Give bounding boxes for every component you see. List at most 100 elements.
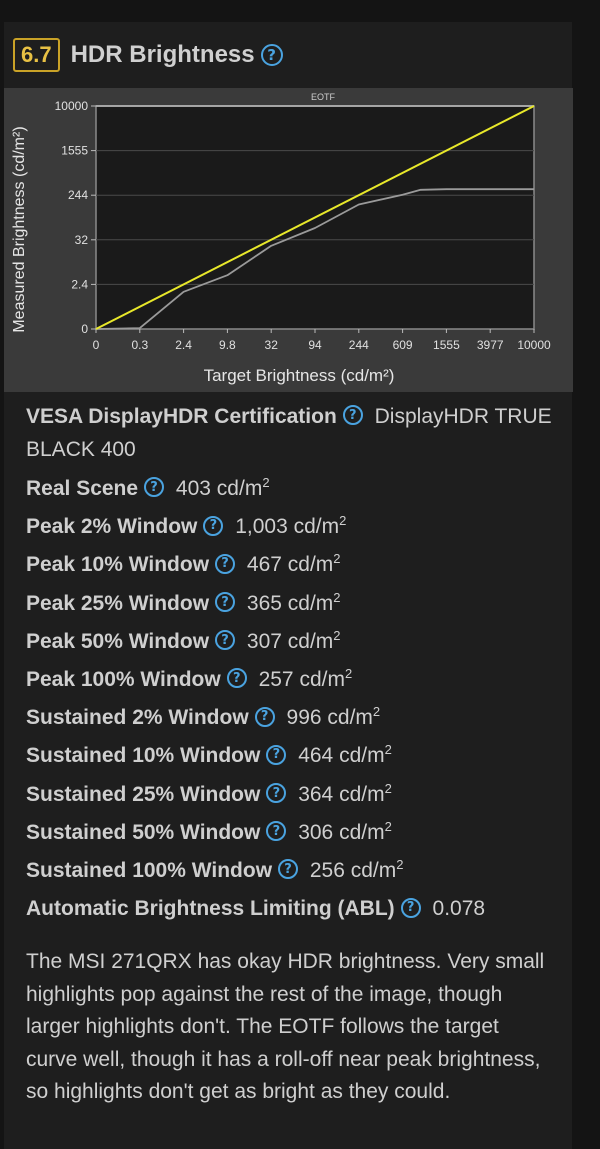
x-tick-label: 0 xyxy=(93,338,100,352)
eotf-chart-svg: 0 2.4 32 244 1555 10000 0 0.3 2.4 9.8 32 94 244 609 15… xyxy=(11,92,551,385)
y-tick-label: 0 xyxy=(81,322,88,336)
spec-label: Peak 50% Window xyxy=(26,629,210,653)
x-tick-label: 0.3 xyxy=(131,338,148,352)
unit-exponent: 2 xyxy=(344,666,353,682)
spec-label: VESA DisplayHDR Certification xyxy=(26,405,337,428)
spec-label: Sustained 25% Window xyxy=(26,782,261,806)
help-icon[interactable]: ? xyxy=(203,515,224,536)
unit: cd/m xyxy=(281,591,334,615)
spec-value: 464 cd/m2 xyxy=(298,742,392,768)
spec-value: 403 cd/m2 xyxy=(175,475,270,500)
unit: cd/m xyxy=(281,553,334,577)
unit-exponent: 2 xyxy=(396,857,404,873)
spec-value: 257 cd/m2 xyxy=(258,666,353,692)
spec-row: VESA DisplayHDR Certification? DisplayHD… xyxy=(26,400,566,466)
x-tick-label: 9.8 xyxy=(219,338,236,352)
unit: cd/m xyxy=(333,820,385,844)
y-tick-label: 10000 xyxy=(55,99,89,113)
spec-value: 0.078 xyxy=(432,897,486,921)
page-gutter xyxy=(572,0,600,1149)
unit-exponent: 2 xyxy=(339,513,347,529)
x-tick-label: 10000 xyxy=(517,338,551,352)
help-icon[interactable]: ? xyxy=(226,668,247,689)
spec-row: Sustained 2% Window? 996 cd/m2 xyxy=(26,699,566,737)
unit: cd/m xyxy=(333,744,385,768)
x-tick-label: 609 xyxy=(393,338,413,352)
unit-exponent: 2 xyxy=(372,704,381,720)
spec-row: Peak 50% Window? 307 cd/m2 xyxy=(26,623,566,661)
unit: cd/m xyxy=(287,515,340,539)
series-line-1 xyxy=(95,188,534,330)
help-icon[interactable]: ? xyxy=(278,859,299,880)
spec-row: Peak 2% Window? 1,003 cd/m2 xyxy=(26,508,566,546)
description: The MSI 271QRX has okay HDR brightness. … xyxy=(26,950,545,1103)
unit-exponent: 2 xyxy=(384,818,392,834)
spec-row: Real Scene? 403 cd/m2 xyxy=(26,470,566,508)
chart-title: EOTF xyxy=(311,92,336,102)
help-icon[interactable]: ? xyxy=(254,706,275,727)
spec-label: Peak 2% Window xyxy=(26,515,198,539)
y-tick-label: 1555 xyxy=(61,144,88,158)
x-tick-label: 32 xyxy=(265,338,279,352)
help-icon[interactable]: ? xyxy=(400,897,421,918)
y-tick-label: 32 xyxy=(75,233,89,247)
spec-label: Peak 100% Window xyxy=(26,668,221,692)
unit-exponent: 2 xyxy=(384,742,392,758)
unit: cd/m xyxy=(321,706,373,730)
spec-value: 307 cd/m2 xyxy=(246,627,341,653)
help-icon[interactable]: ? xyxy=(215,553,236,574)
help-icon[interactable]: ? xyxy=(266,821,287,842)
unit: cd/m xyxy=(333,782,385,806)
unit: cd/m xyxy=(281,629,334,653)
help-icon[interactable]: ? xyxy=(342,405,363,426)
series-line-0 xyxy=(95,105,535,330)
unit: cd/m xyxy=(344,859,397,883)
spec-label: Real Scene xyxy=(26,477,139,500)
spec-label: Peak 25% Window xyxy=(26,591,210,615)
help-icon[interactable]: ? xyxy=(266,783,287,804)
spec-value: DisplayHDR TRUE BLACK 400 xyxy=(26,405,552,461)
help-icon[interactable]: ? xyxy=(215,592,236,613)
spec-row: Peak 10% Window? 467 cd/m2 xyxy=(26,546,566,584)
spec-label: Sustained 10% Window xyxy=(26,744,261,768)
eotf-chart: 0 2.4 32 244 1555 10000 0 0.3 2.4 9.8 32 94 244 609 15… xyxy=(4,88,573,392)
spec-label: Automatic Brightness Limiting (ABL) xyxy=(26,897,395,921)
help-icon[interactable]: ? xyxy=(144,477,165,498)
unit-exponent: 2 xyxy=(333,589,341,605)
spec-value: 467 cd/m2 xyxy=(246,551,341,577)
section-title: HDR Brightness xyxy=(70,41,255,68)
spec-row: Peak 100% Window? 257 cd/m2 xyxy=(26,661,566,699)
unit-exponent: 2 xyxy=(384,780,392,796)
spec-row: Peak 25% Window? 365 cd/m2 xyxy=(26,585,566,623)
x-tick-label: 1555 xyxy=(433,338,460,352)
unit-exponent: 2 xyxy=(262,475,270,490)
x-tick-label: 2.4 xyxy=(175,338,192,352)
unit: cd/m xyxy=(293,668,345,692)
unit: cd/m xyxy=(210,477,263,500)
spec-row: Automatic Brightness Limiting (ABL)? 0.0… xyxy=(26,890,566,928)
help-icon[interactable]: ? xyxy=(266,744,287,765)
y-tick-label: 244 xyxy=(68,188,88,202)
spec-value: 996 cd/m2 xyxy=(286,704,381,730)
spec-value: 365 cd/m2 xyxy=(246,589,341,615)
x-tick-label: 244 xyxy=(349,338,369,352)
spec-row: Sustained 50% Window? 306 cd/m2 xyxy=(26,814,566,852)
spec-row: Sustained 25% Window? 364 cd/m2 xyxy=(26,776,566,814)
unit-exponent: 2 xyxy=(333,551,341,567)
spec-label: Peak 10% Window xyxy=(26,553,210,577)
section-header: 6.7 HDR Brightness ? xyxy=(13,38,283,72)
spec-row: Sustained 100% Window? 256 cd/m2 xyxy=(26,852,566,890)
x-tick-label: 94 xyxy=(308,338,322,352)
help-icon[interactable]: ? xyxy=(215,630,236,651)
help-icon[interactable]: ? xyxy=(260,44,283,66)
spec-label: Sustained 2% Window xyxy=(26,706,249,730)
spec-value: 364 cd/m2 xyxy=(298,780,392,806)
spec-list: VESA DisplayHDR Certification? DisplayHD… xyxy=(26,400,566,928)
spec-value: 1,003 cd/m2 xyxy=(235,513,347,539)
x-tick-label: 3977 xyxy=(477,338,504,352)
spec-label: Sustained 50% Window xyxy=(26,820,261,844)
score-badge: 6.7 xyxy=(13,38,60,72)
spec-row: Sustained 10% Window? 464 cd/m2 xyxy=(26,737,566,775)
spec-label: Sustained 100% Window xyxy=(26,859,273,883)
y-axis-label: Measured Brightness (cd/m²) xyxy=(11,126,28,332)
